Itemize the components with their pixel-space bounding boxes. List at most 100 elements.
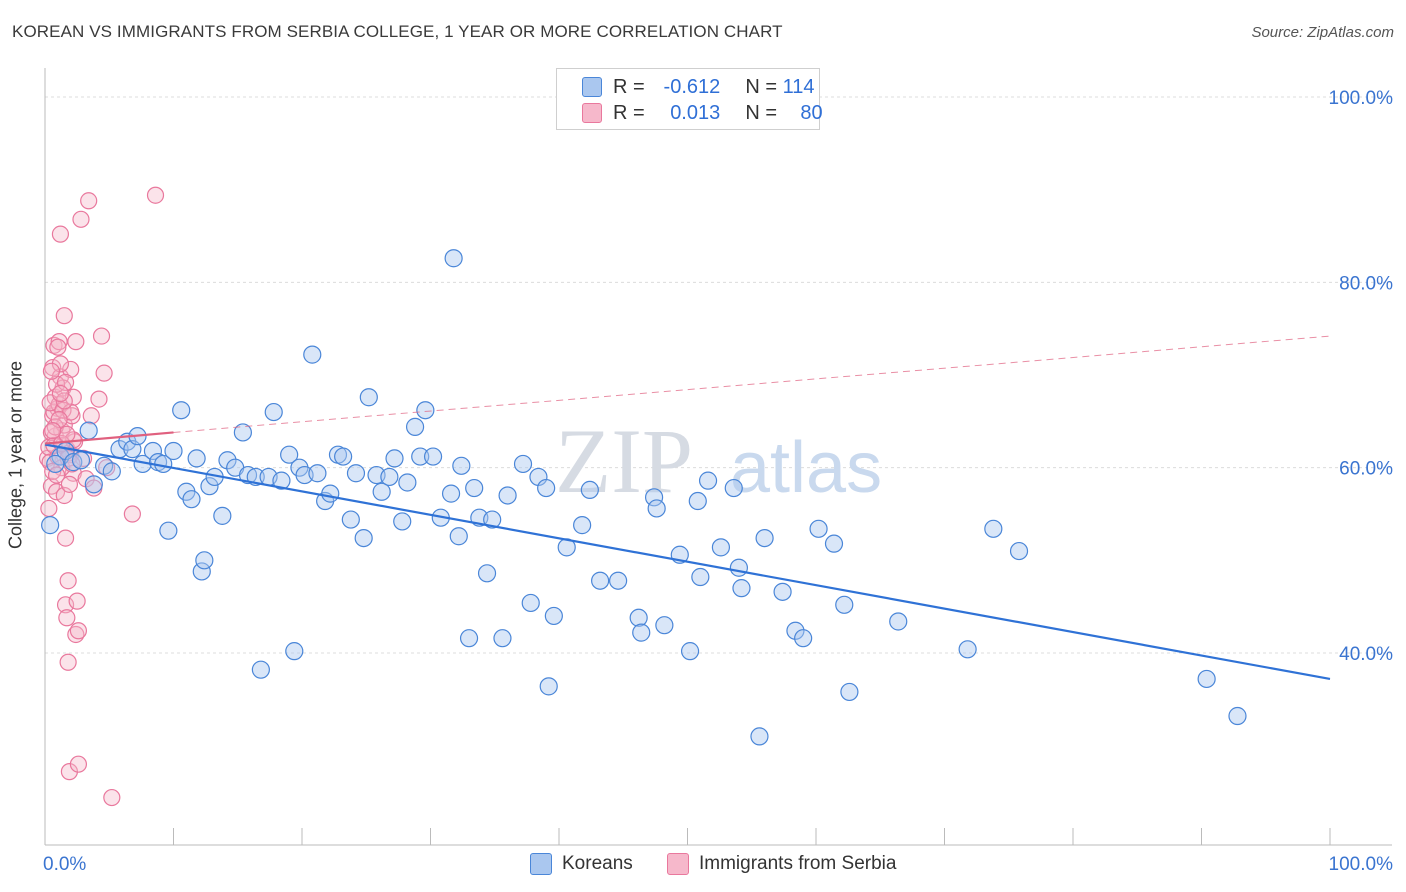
korean-point	[711, 538, 731, 557]
korean-point	[591, 571, 610, 590]
korean-point	[629, 608, 648, 627]
serbia-point	[62, 360, 80, 379]
korean-point	[1228, 706, 1247, 726]
korean-point	[691, 567, 710, 587]
n-value-koreans: 114	[782, 75, 815, 98]
r-label: R =	[613, 75, 645, 98]
serbia-legend-label: Immigrants from Serbia	[699, 853, 897, 874]
korean-point	[644, 488, 664, 507]
korean-point	[218, 451, 237, 470]
korean-point	[441, 484, 461, 503]
korean-point	[449, 527, 468, 546]
korean-point	[372, 482, 391, 501]
koreans-legend-swatch	[530, 853, 552, 875]
korean-point	[498, 486, 517, 505]
korean-point	[655, 616, 674, 635]
korean-point	[308, 464, 327, 483]
correlation-legend: R = -0.612 N = 114 R = 0.013 N = 80	[556, 68, 823, 130]
series-koreans	[41, 249, 1247, 746]
serbia-point	[49, 338, 67, 356]
korean-point	[609, 571, 628, 590]
korean-point	[1009, 541, 1029, 561]
korean-point	[143, 441, 163, 461]
serbia-point	[58, 609, 76, 627]
tick-labels: 40.0% 60.0% 80.0% 100.0% 0.0% 100.0%	[43, 88, 1393, 875]
x-tick-label-min: 0.0%	[43, 854, 86, 875]
y-tick-label: 100.0%	[1329, 88, 1394, 109]
korean-point	[680, 642, 700, 661]
korean-point	[539, 677, 558, 696]
serbia-swatch	[582, 103, 602, 123]
korean-point	[192, 562, 211, 581]
korean-point	[321, 484, 340, 503]
korean-point	[354, 528, 373, 548]
korean-point	[647, 499, 666, 518]
serbia-point	[69, 622, 88, 640]
y-tick-label: 80.0%	[1339, 273, 1393, 294]
serbia-point	[60, 475, 79, 493]
korean-point	[444, 249, 463, 268]
korean-point	[79, 421, 98, 440]
korean-point	[984, 519, 1003, 538]
legend-text-koreans: R = -0.612 N = 114	[613, 76, 815, 99]
serbia-legend-swatch	[667, 853, 689, 875]
korean-point	[233, 423, 252, 442]
korean-point	[393, 512, 412, 531]
n-value-serbia: 80	[800, 101, 823, 124]
korean-point	[213, 506, 232, 525]
serbia-trend-line	[44, 431, 174, 445]
korean-point	[71, 451, 91, 470]
korean-point	[182, 490, 201, 509]
serbia-point	[82, 407, 100, 425]
korean-point	[786, 621, 805, 640]
serbia-point	[51, 384, 70, 403]
korean-point	[459, 629, 479, 648]
serbia-point	[58, 425, 76, 443]
serbia-point	[67, 333, 85, 351]
serbia-point	[92, 327, 111, 345]
korean-point	[794, 629, 813, 648]
korean-point	[1197, 669, 1216, 689]
n-label: N =	[745, 75, 778, 98]
korean-point	[750, 727, 769, 746]
korean-point	[465, 478, 484, 498]
serbia-point	[42, 362, 61, 380]
korean-point	[398, 473, 417, 492]
korean-point	[195, 551, 214, 570]
serbia-point	[55, 307, 73, 325]
korean-point	[405, 417, 425, 436]
korean-point	[423, 447, 443, 466]
serbia-point	[59, 653, 77, 671]
korean-point	[46, 454, 65, 474]
bottom-legend-koreans: Koreans	[530, 850, 633, 878]
chart-source: Source: ZipAtlas.com	[1251, 24, 1394, 41]
korean-point	[809, 519, 828, 538]
serbia-point	[68, 592, 86, 610]
korean-point	[200, 477, 219, 496]
serbia-point	[95, 364, 113, 382]
korean-point	[264, 402, 283, 422]
serbia-point	[69, 755, 88, 773]
korean-point	[411, 447, 430, 466]
serbia-point	[123, 505, 141, 523]
series-immigrants-from-serbia	[38, 186, 165, 807]
serbia-point	[72, 210, 90, 228]
serbia-trend-line-extrapolated	[173, 335, 1331, 433]
korean-point	[573, 516, 592, 535]
serbia-point	[90, 390, 108, 408]
r-value-serbia: 0.013	[670, 101, 721, 124]
korean-point	[958, 640, 977, 659]
korean-point	[385, 449, 404, 468]
serbia-point	[64, 388, 82, 406]
watermark-zip: ZIP	[555, 410, 693, 512]
korean-point	[521, 593, 540, 613]
serbia-point	[50, 333, 68, 351]
korean-point	[580, 480, 599, 500]
korean-point	[280, 445, 299, 464]
korean-point	[41, 516, 60, 535]
korean-point	[698, 471, 718, 490]
korean-point	[334, 447, 353, 466]
korean-point	[84, 475, 103, 494]
korean-point	[544, 606, 563, 626]
korean-point	[732, 579, 751, 598]
